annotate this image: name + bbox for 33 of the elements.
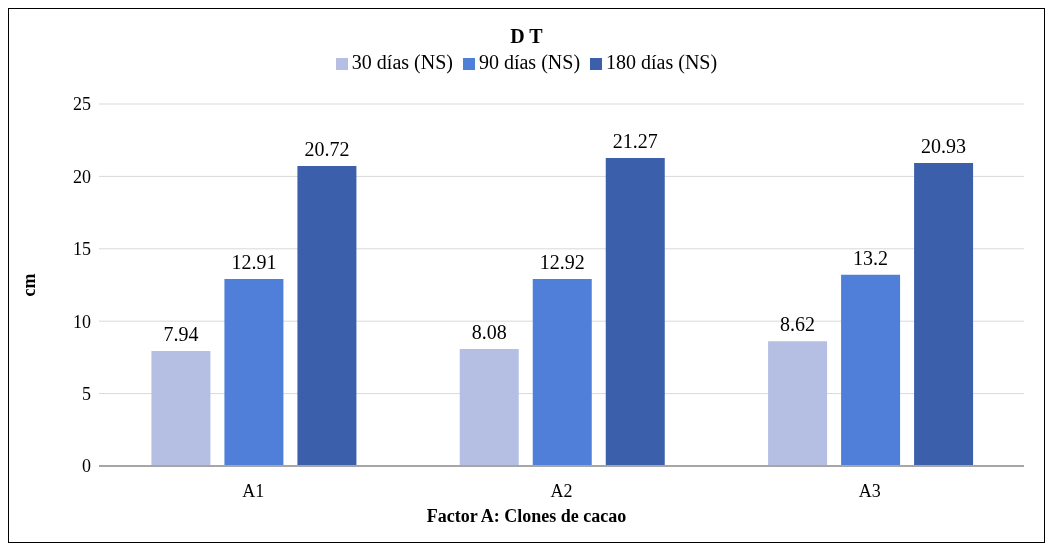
x-tick-label: A1 [242, 480, 265, 501]
bar [151, 351, 211, 466]
data-label: 8.62 [780, 313, 816, 336]
y-tick-label: 10 [73, 311, 91, 332]
x-axis-title: Factor A: Clones de cacao [425, 506, 628, 527]
legend-label: 30 días (NS) [351, 51, 453, 73]
chart-title: D T [509, 25, 544, 49]
data-label: 21.27 [612, 130, 658, 153]
bar [605, 158, 665, 466]
bar [459, 349, 519, 466]
data-label: 7.94 [163, 323, 199, 346]
y-tick-label: 20 [73, 166, 91, 187]
bar [841, 274, 901, 466]
bar [914, 162, 974, 466]
x-tick-label: A3 [858, 480, 881, 501]
y-axis-title: cm [19, 273, 40, 297]
y-tick-label: 15 [73, 239, 91, 260]
bar [532, 278, 592, 466]
legend-label: 180 días (NS) [606, 51, 718, 73]
data-label: 8.08 [471, 321, 507, 343]
y-tick-label: 0 [82, 456, 91, 477]
data-label: 12.92 [539, 250, 585, 273]
data-label: 12.91 [231, 251, 277, 274]
y-tick-label: 25 [73, 94, 91, 115]
legend-label: 90 días (NS) [478, 51, 581, 73]
y-tick-label: 5 [82, 383, 91, 404]
data-label: 13.2 [853, 246, 889, 269]
data-label: 20.72 [304, 137, 350, 160]
data-label: 20.93 [921, 134, 967, 157]
bar [297, 165, 357, 466]
bar [768, 341, 828, 466]
bar [224, 279, 284, 466]
x-tick-label: A2 [550, 480, 573, 501]
